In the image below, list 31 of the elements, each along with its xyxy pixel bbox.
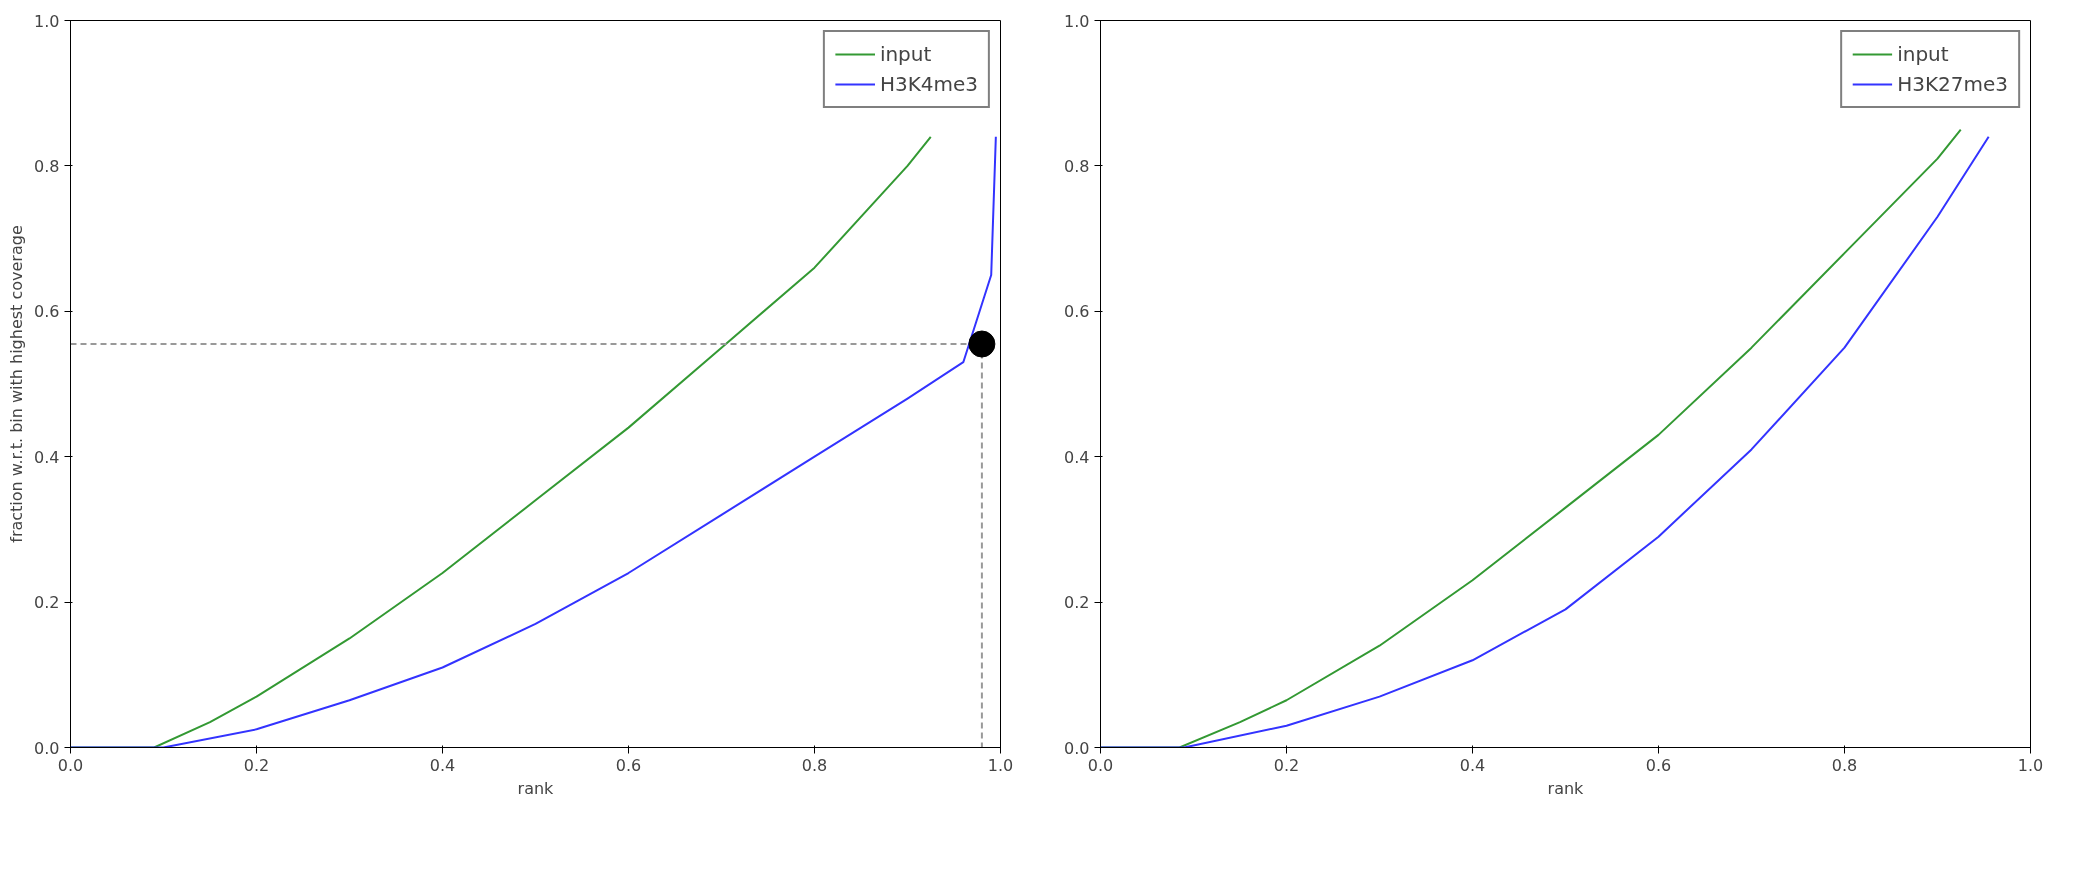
y-tick-label: 0.4 (1064, 447, 1090, 467)
y-axis-title: fraction w.r.t. bin with highest coverage (7, 225, 27, 543)
legend-label: input (1897, 42, 1949, 66)
x-tick-label: 0.2 (243, 755, 270, 775)
legend-label: H3K27me3 (1897, 72, 2008, 96)
x-tick-label: 0.0 (1087, 755, 1114, 775)
y-tick-label: 0.2 (1064, 593, 1090, 613)
x-tick-label: 0.4 (429, 755, 456, 775)
y-tick-label: 0.4 (34, 447, 60, 467)
x-axis-title: rank (1547, 778, 1585, 798)
y-tick-label: 0.2 (34, 593, 60, 613)
x-tick-label: 0.4 (1459, 755, 1486, 775)
legend-label: input (879, 42, 932, 66)
x-tick-label: 1.0 (2017, 755, 2044, 775)
x-tick-label: 1.0 (987, 755, 1014, 775)
y-tick-label: 1.0 (1064, 11, 1090, 31)
y-tick-label: 0.6 (34, 302, 60, 322)
x-tick-label: 0.8 (801, 755, 828, 775)
x-tick-label: 0.0 (57, 755, 84, 775)
y-tick-label: 0.0 (34, 738, 60, 758)
x-tick-label: 0.6 (615, 755, 642, 775)
y-tick-label: 0.0 (1064, 738, 1090, 758)
x-tick-label: 0.8 (1831, 755, 1858, 775)
x-tick-label: 0.2 (1273, 755, 1300, 775)
y-tick-label: 0.8 (34, 156, 60, 176)
x-axis-title: rank (517, 778, 555, 798)
legend-label: H3K4me3 (879, 72, 978, 96)
y-tick-label: 0.6 (1064, 302, 1090, 322)
y-tick-label: 1.0 (34, 11, 60, 31)
y-tick-label: 0.8 (1064, 156, 1090, 176)
x-tick-label: 0.6 (1645, 755, 1672, 775)
